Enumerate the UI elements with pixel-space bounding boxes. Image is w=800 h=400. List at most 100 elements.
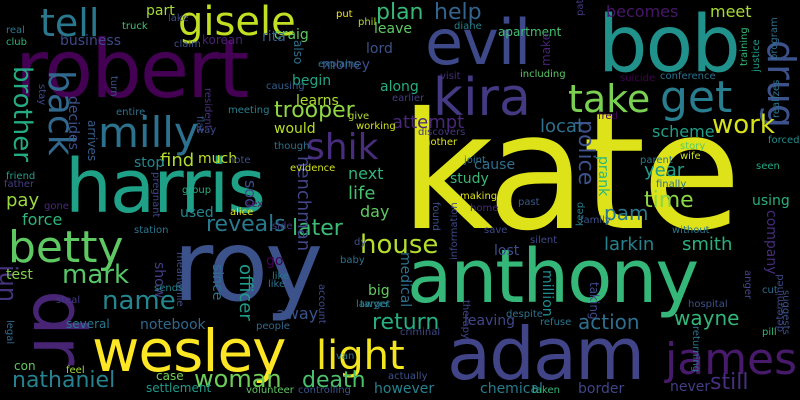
word: take (568, 77, 651, 121)
word: prank (595, 156, 611, 197)
word: side (272, 221, 293, 232)
word: meeting (228, 105, 270, 116)
word: feel (66, 365, 85, 376)
word: arrives (85, 120, 99, 162)
word: group (182, 185, 212, 196)
word: adam (447, 312, 645, 396)
word: lost (494, 243, 520, 259)
word: dy (354, 237, 367, 248)
word: however (374, 381, 435, 397)
word: including (520, 69, 566, 80)
word: chemical (480, 381, 543, 397)
word: anthony (407, 234, 699, 320)
word: station (134, 225, 169, 236)
word: steal (56, 295, 81, 306)
word: actually (388, 371, 428, 382)
word: james (665, 334, 798, 385)
word: away (276, 304, 319, 323)
word: determined (775, 274, 786, 332)
word: attempt (392, 112, 465, 133)
word: get (660, 72, 733, 123)
word: death (302, 368, 366, 393)
word: company (763, 210, 779, 275)
word: returning (690, 326, 701, 373)
word: tell (40, 1, 100, 45)
word: taking (587, 282, 601, 320)
word: brother (7, 66, 37, 162)
word: lawyer (356, 299, 390, 310)
word: along (380, 79, 419, 95)
word: controlling (298, 385, 351, 396)
word: notebook (140, 317, 206, 333)
word: suicide (620, 73, 656, 84)
word: give (348, 111, 370, 122)
word: work (712, 110, 775, 140)
word: save (484, 225, 508, 236)
word: much (198, 151, 238, 167)
word: big (368, 283, 390, 299)
word: truck (122, 21, 148, 32)
word: claim (174, 39, 201, 50)
word: apartment (498, 25, 562, 39)
word: trooper (274, 98, 355, 123)
word: phil (358, 17, 377, 28)
word: justice (751, 39, 762, 72)
word: wayne (674, 306, 740, 330)
word: therapy (460, 300, 471, 339)
word: patient (575, 0, 586, 16)
word: kate (400, 79, 741, 267)
word: like (272, 271, 290, 282)
word: learns (296, 93, 339, 109)
word: bob (598, 0, 741, 90)
word: information (449, 202, 460, 260)
word: pam (604, 201, 649, 225)
word: meet (710, 2, 752, 21)
word: criminal (400, 327, 441, 338)
word: sends (154, 283, 184, 294)
word: put (336, 9, 353, 20)
word: help (434, 0, 482, 25)
word: another (418, 137, 458, 148)
word: medical (397, 252, 413, 308)
word: pill (762, 327, 777, 338)
word: rita (262, 29, 286, 45)
word: harris (65, 144, 266, 230)
word: case (156, 369, 184, 383)
word: fred (598, 111, 618, 122)
word: never (670, 379, 711, 395)
word: settlement (146, 381, 212, 395)
word: life (348, 183, 376, 204)
word: hospital (688, 299, 728, 310)
word: con (14, 359, 36, 373)
word: past (518, 197, 540, 208)
word: found (430, 202, 441, 231)
word: real (6, 25, 25, 36)
word: smith (682, 234, 733, 255)
word: lake (168, 13, 189, 24)
word: making (460, 191, 498, 202)
word: mark (62, 260, 130, 290)
word: study (450, 171, 489, 187)
word: go (266, 253, 284, 269)
word: taken (532, 385, 560, 396)
word: next (348, 164, 384, 183)
word: would (274, 121, 316, 137)
word: action (578, 310, 640, 334)
word: also (291, 40, 305, 65)
word: wife (680, 151, 701, 162)
word: plan (376, 0, 424, 25)
word: anger (742, 270, 753, 300)
word: woman (194, 365, 282, 393)
word: home (470, 203, 499, 214)
word: korean (202, 33, 243, 47)
word: parent (640, 155, 673, 166)
word: leave (374, 21, 412, 37)
word: larkin (604, 234, 655, 255)
word: evil (425, 6, 531, 79)
word: using (752, 193, 790, 209)
word: though (274, 141, 310, 152)
word: seen (756, 161, 780, 172)
word: conference (660, 71, 716, 82)
word: family (580, 215, 611, 226)
